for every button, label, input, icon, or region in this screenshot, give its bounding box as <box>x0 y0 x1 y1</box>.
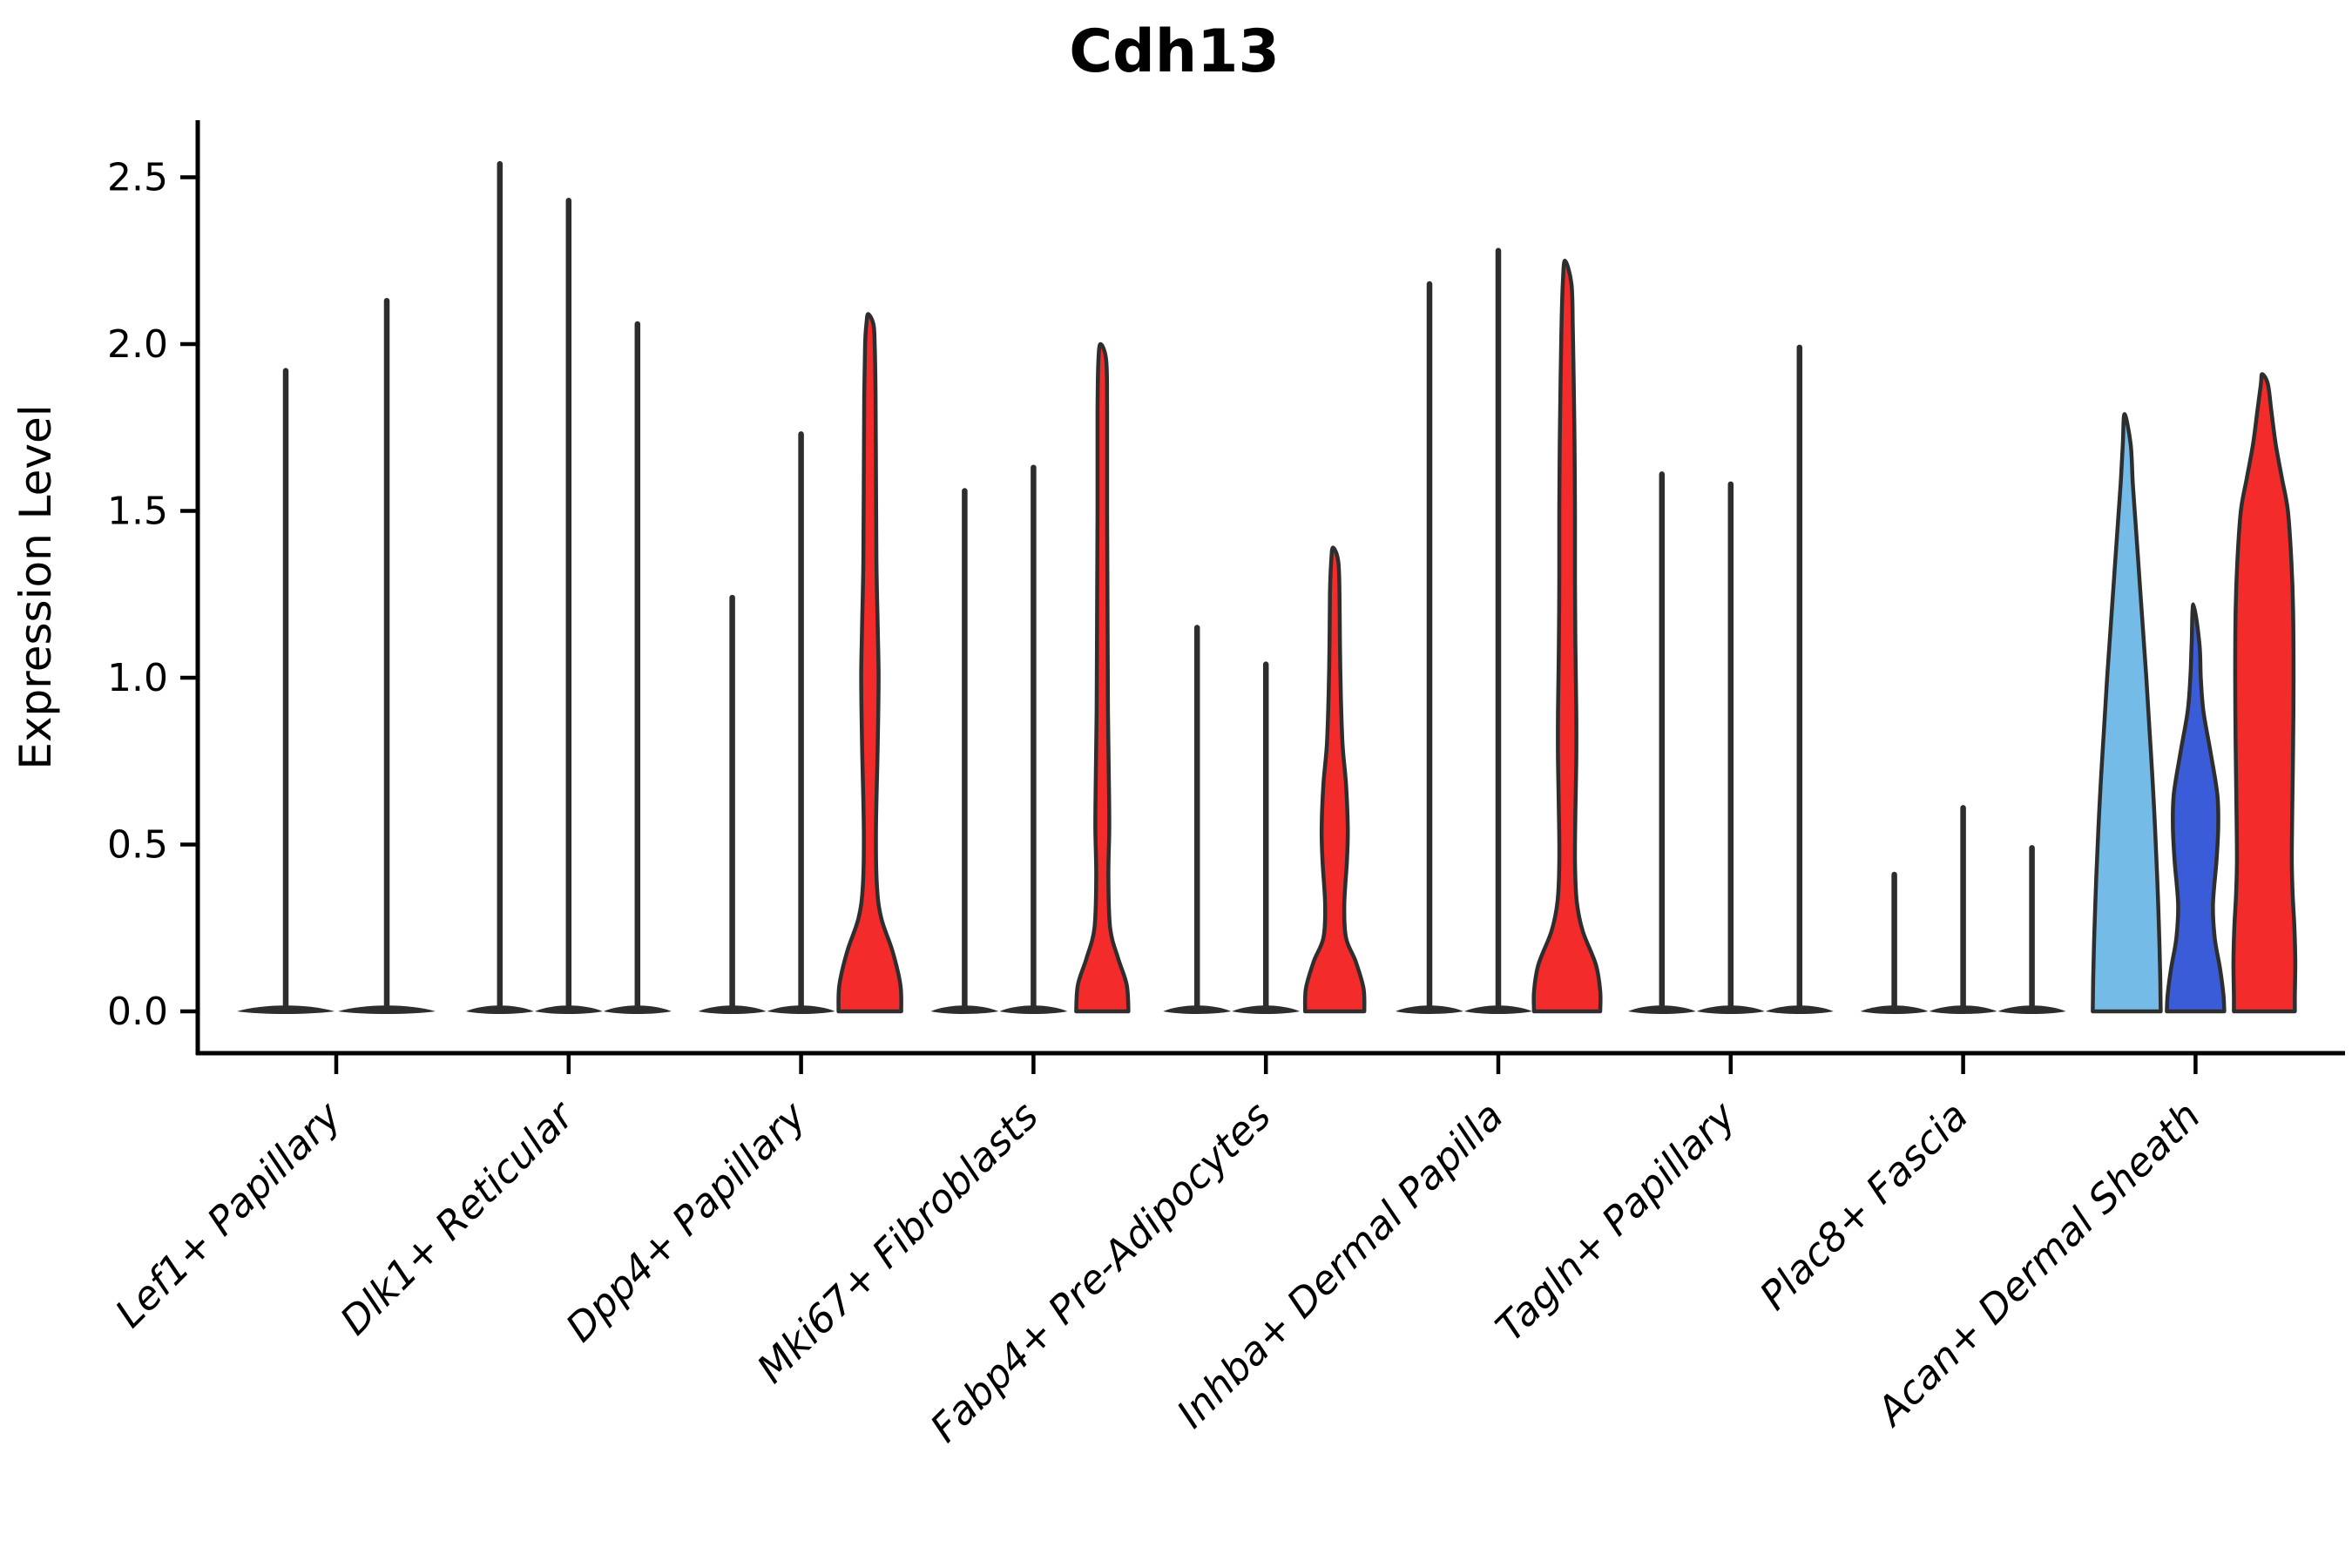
violin-blue <box>2165 602 2227 1014</box>
y-tick-label: 2.0 <box>107 322 168 367</box>
violin-red <box>1531 259 1603 1014</box>
violin-red <box>1302 545 1367 1014</box>
x-tick-label: Dlk1+ Reticular <box>331 1092 584 1344</box>
violin-red <box>1074 341 1131 1014</box>
y-tick-label: 1.0 <box>107 656 168 700</box>
violin-red <box>2231 372 2298 1014</box>
y-tick-label: 2.5 <box>107 156 168 200</box>
y-tick-label: 0.5 <box>107 823 168 868</box>
violin-lightblue <box>2091 412 2163 1014</box>
axes: 0.0 0.5 1.0 1.5 2.0 2.5 <box>107 120 2345 1074</box>
violin-red <box>836 312 903 1014</box>
y-tick-label: 1.5 <box>107 490 168 534</box>
y-tick-label: 0.0 <box>107 990 168 1034</box>
violins-layer <box>237 160 2298 1014</box>
y-axis-label: Expression Level <box>10 404 61 769</box>
x-tick-label: Tagln+ Papillary <box>1487 1092 1746 1350</box>
x-tick-label: Lef1+ Papillary <box>106 1092 351 1336</box>
chart-title: Cdh13 <box>1069 17 1280 86</box>
x-tick-label: Dpp4+ Papillary <box>557 1092 815 1350</box>
x-tick-label: Plac8+ Fascia <box>1751 1092 1977 1319</box>
